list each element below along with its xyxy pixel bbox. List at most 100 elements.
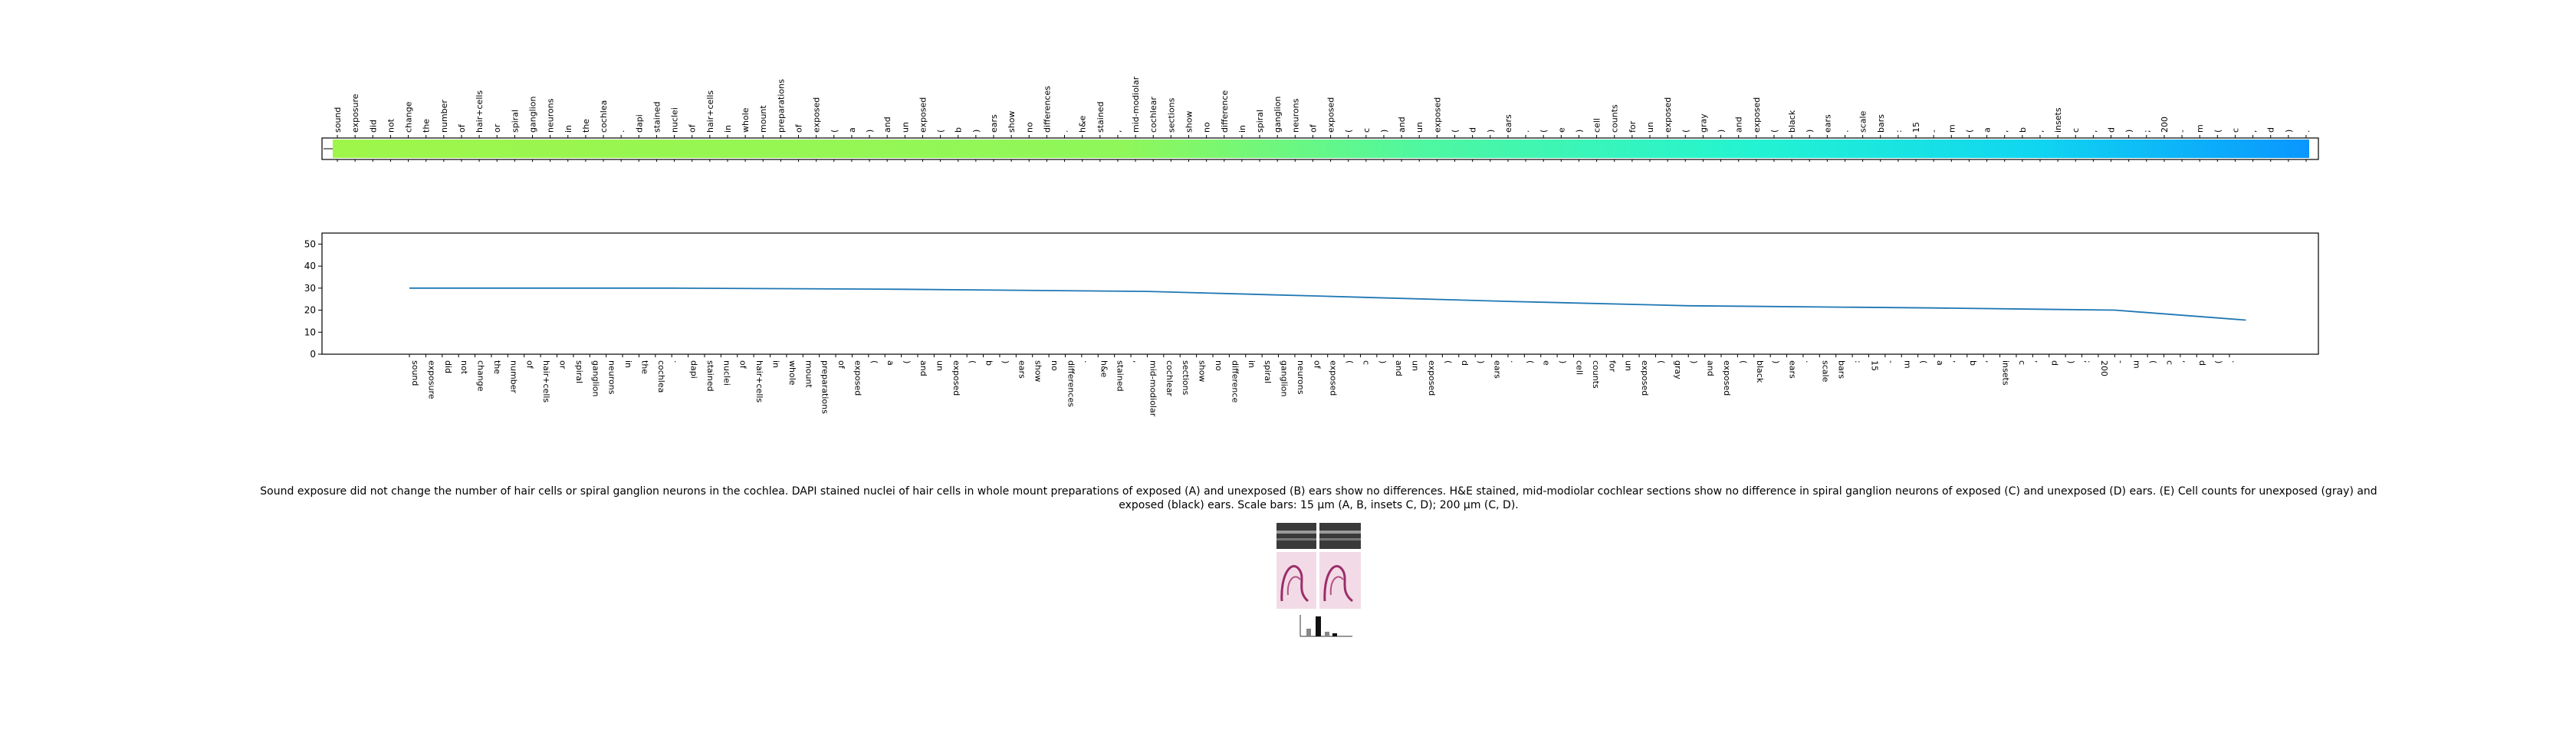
figure-thumbnail xyxy=(1276,523,1361,637)
heatmap-token-label: hair+cells xyxy=(475,90,485,133)
heatmap-token-label: ganglion xyxy=(527,96,537,133)
x-tick-label: m xyxy=(2132,360,2142,369)
heatmap-token-label: . xyxy=(1060,130,1070,133)
heatmap-token-label: insets xyxy=(2053,107,2063,133)
x-tick-label: exposed xyxy=(951,360,961,396)
x-tick-label: bars xyxy=(1837,360,1847,379)
y-tick-label: 50 xyxy=(304,238,316,249)
x-tick-label: c xyxy=(2164,360,2174,365)
x-tick-label: cochlea xyxy=(656,360,666,393)
heatmap-token-label: , xyxy=(2036,130,2045,133)
x-tick-label: ears xyxy=(1017,360,1027,379)
x-tick-label: ( xyxy=(1919,360,1929,363)
x-tick-label: counts xyxy=(1591,360,1601,389)
x-tick-label: show xyxy=(1033,360,1043,382)
heatmap-token-label: show xyxy=(1184,111,1194,133)
heatmap-token-label: number xyxy=(439,100,449,133)
heatmap-token-label: mount xyxy=(758,105,768,133)
heatmap-token-label: differences xyxy=(1042,86,1052,133)
heatmap-token-label: ) xyxy=(1486,130,1496,133)
x-tick-label: a xyxy=(1935,360,1945,366)
x-tick-label: hair+cells xyxy=(541,360,551,402)
heatmap-token-label: 15 xyxy=(1911,122,1921,133)
x-tick-label: d xyxy=(1460,360,1470,366)
x-tick-label: , xyxy=(2181,360,2191,363)
x-tick-label: differences xyxy=(1066,360,1076,407)
x-tick-label: . xyxy=(1804,360,1814,363)
heatmap-token-label: un xyxy=(1414,122,1424,133)
heatmap-token-label: bars xyxy=(1876,114,1886,133)
heatmap-bar xyxy=(333,140,2309,158)
y-tick-label: 30 xyxy=(304,283,316,294)
heatmap-token-label: ) xyxy=(1717,130,1727,133)
x-tick-label: ( xyxy=(1443,360,1453,363)
heatmap-token-label: . xyxy=(616,130,626,133)
y-tick-label: 0 xyxy=(310,349,316,360)
x-tick-label: not xyxy=(459,360,469,375)
heatmap-token-label: scale xyxy=(1858,110,1868,133)
heatmap-token-label: , xyxy=(2000,130,2010,133)
x-tick-label: , xyxy=(1951,360,1961,363)
x-tick-label: ) xyxy=(1771,360,1781,363)
heatmap-token-label: ears xyxy=(1503,114,1513,133)
x-tick-label: un xyxy=(1411,360,1421,371)
x-tick-label: ( xyxy=(1345,360,1355,363)
x-tick-label: scale xyxy=(1820,360,1830,383)
heatmap-token-label: exposed xyxy=(812,97,822,133)
heatmap-token-label: ) xyxy=(1379,130,1389,133)
x-tick-label: neurons xyxy=(607,360,617,395)
x-tick-label: and xyxy=(1706,360,1716,376)
x-tick-label: ( xyxy=(869,360,879,363)
x-tick-label: change xyxy=(476,360,486,392)
x-tick-label: ganglion xyxy=(590,360,600,397)
x-tick-label: b xyxy=(1968,360,1978,366)
x-tick-label: ( xyxy=(1738,360,1748,363)
x-tick-label: 200 xyxy=(2099,360,2109,376)
heatmap-token-label: hair+cells xyxy=(705,90,715,133)
x-tick-label: in xyxy=(623,360,633,368)
heatmap-token-label: the xyxy=(581,119,591,133)
x-tick-label: ears xyxy=(1493,360,1503,379)
x-tick-label: spiral xyxy=(1263,360,1273,383)
x-tick-label: c xyxy=(2017,360,2027,365)
heatmap-token-label: ( xyxy=(2213,130,2223,133)
x-tick-label: neurons xyxy=(1296,360,1306,395)
x-tick-label: of xyxy=(1312,360,1322,370)
x-tick-label: ) xyxy=(1689,360,1699,363)
heatmap-token-label: exposed xyxy=(1432,97,1442,133)
x-tick-label: ) xyxy=(1476,360,1486,363)
x-tick-label: ) xyxy=(2066,360,2076,363)
x-tick-label: , xyxy=(2033,360,2043,363)
x-tick-label: dapi xyxy=(689,360,699,379)
heatmap-token-label: neurons xyxy=(546,98,556,133)
heatmap-token-label: sound xyxy=(333,107,343,133)
x-tick-label: for xyxy=(1607,360,1617,373)
plot-frame xyxy=(321,232,2319,355)
x-tick-label: number xyxy=(508,360,518,393)
attention-heatmap: sound exposure did not change the number of hair… xyxy=(321,76,2319,162)
heatmap-token-label: difference xyxy=(1220,90,1230,133)
heatmap-token-label: . xyxy=(1521,130,1531,133)
heatmap-token-label: nuclei xyxy=(670,107,680,133)
heatmap-token-label: exposed xyxy=(1326,97,1336,133)
heatmap-frame xyxy=(321,137,2319,160)
heatmap-token-label: - xyxy=(1929,130,1939,133)
x-tick-label: and xyxy=(918,360,928,376)
heatmap-token-label: ; xyxy=(2142,130,2152,133)
heatmap-token-label: ( xyxy=(1769,130,1779,133)
x-tick-label: 15 xyxy=(1869,360,1879,371)
x-tick-label: of xyxy=(738,360,748,370)
x-tick-label: . xyxy=(1083,360,1092,363)
x-tick-label: . xyxy=(1509,360,1519,363)
heatmap-token-label: ) xyxy=(865,130,875,133)
heatmap-token-label: counts xyxy=(1610,104,1620,133)
x-tick-label: ears xyxy=(1788,360,1798,379)
x-tick-label: hair+cells xyxy=(754,360,764,402)
x-tick-label: and xyxy=(1394,360,1404,376)
heatmap-token-label: gray xyxy=(1698,113,1708,133)
heatmap-token-label: b xyxy=(954,127,964,133)
y-tick-label: 20 xyxy=(304,305,316,316)
heatmap-token-label: ( xyxy=(936,130,946,133)
x-tick-label: spiral xyxy=(574,360,584,383)
heatmap-token-label: of xyxy=(688,123,698,133)
